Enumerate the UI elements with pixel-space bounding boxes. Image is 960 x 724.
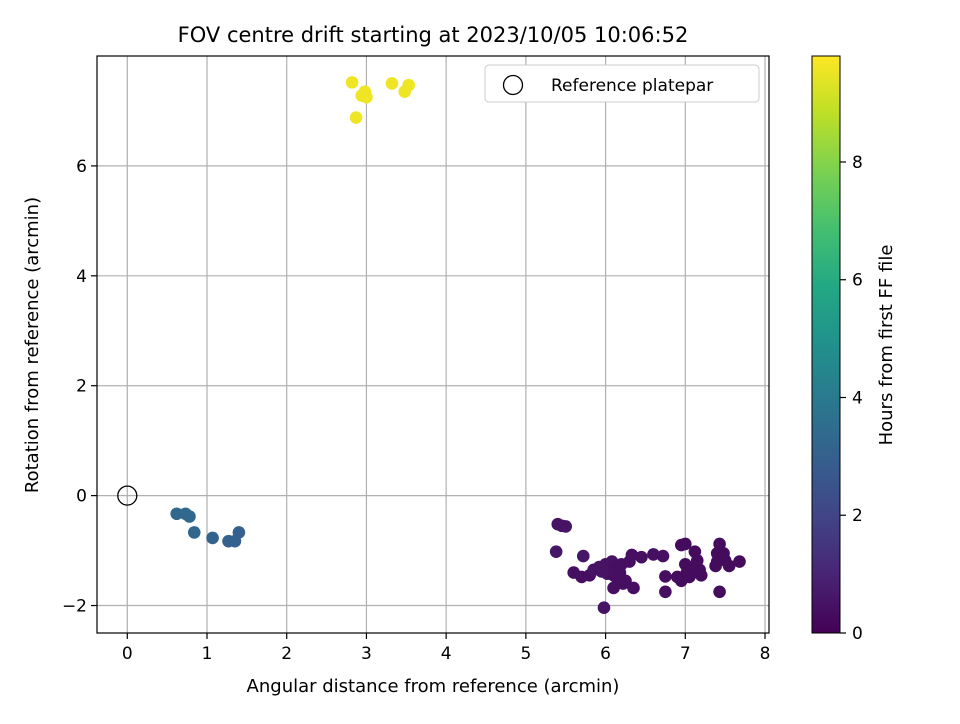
y-tick-label: 2 [76, 377, 87, 397]
data-point [647, 548, 660, 561]
colorbar-gradient [811, 55, 841, 634]
colorbar-tick-label: 8 [852, 153, 863, 173]
y-tick-label: 4 [76, 267, 87, 287]
chart-title: FOV centre drift starting at 2023/10/05 … [178, 23, 689, 47]
y-tick-label: 0 [76, 487, 87, 507]
reference-marker-layer [117, 485, 138, 506]
plot-area [97, 56, 769, 633]
data-point [559, 520, 573, 533]
data-point [549, 545, 563, 558]
y-axis-label: Rotation from reference (arcmin) [22, 197, 43, 493]
data-point [733, 555, 746, 568]
data-points [170, 76, 746, 615]
data-point [656, 549, 670, 563]
data-point [627, 581, 640, 595]
data-point [360, 90, 373, 104]
legend-box [484, 64, 760, 103]
reference-platepar-marker [117, 485, 138, 506]
colorbar-tick-label: 0 [852, 624, 863, 644]
data-point [576, 549, 590, 563]
data-point [349, 111, 363, 124]
x-tick-label: 2 [281, 644, 292, 664]
data-point [232, 526, 246, 539]
x-axis-label: Angular distance from reference (arcmin) [247, 676, 620, 697]
data-point [607, 581, 620, 595]
legend-entry-label: Reference platepar [551, 76, 713, 96]
x-tick-label: 4 [441, 644, 452, 664]
x-tick-label: 7 [680, 644, 691, 664]
data-point [170, 507, 184, 521]
colorbar-tick-label: 6 [852, 271, 863, 291]
legend: Reference platepar [484, 64, 760, 103]
data-point [206, 531, 219, 545]
y-axis-ticks: −2 0 2 4 6 [62, 157, 97, 617]
data-point [659, 585, 672, 599]
y-tick-label: −2 [62, 597, 87, 617]
colorbar-label: Hours from first FF file [876, 245, 897, 446]
x-tick-label: 3 [361, 644, 372, 664]
x-tick-label: 5 [520, 644, 531, 664]
data-point [385, 77, 399, 90]
x-tick-label: 8 [760, 644, 771, 664]
data-point [694, 569, 708, 582]
data-point [187, 526, 201, 539]
data-point [722, 559, 736, 573]
x-axis-ticks: 0 1 2 3 4 5 6 7 8 [122, 633, 771, 664]
colorbar-tick-label: 2 [852, 506, 863, 526]
x-tick-label: 1 [202, 644, 213, 664]
data-point [345, 76, 359, 89]
colorbar-ticks: 0 2 4 6 8 [840, 153, 863, 644]
y-tick-label: 6 [76, 157, 87, 177]
plot-frame [96, 55, 770, 634]
colorbar-tick-label: 4 [852, 388, 863, 408]
data-point [183, 510, 196, 523]
data-point [625, 548, 639, 562]
data-point [597, 601, 611, 615]
data-point [659, 570, 672, 583]
data-point [402, 78, 415, 92]
data-point [635, 550, 648, 564]
data-point [678, 537, 692, 551]
legend-marker-open-circle-icon [502, 74, 524, 96]
colorbar: 0 2 4 6 8 Hours from first FF file [811, 55, 897, 644]
x-tick-label: 6 [600, 644, 611, 664]
x-tick-label: 0 [122, 644, 133, 664]
data-point [713, 585, 726, 599]
grid-lines [97, 56, 769, 633]
